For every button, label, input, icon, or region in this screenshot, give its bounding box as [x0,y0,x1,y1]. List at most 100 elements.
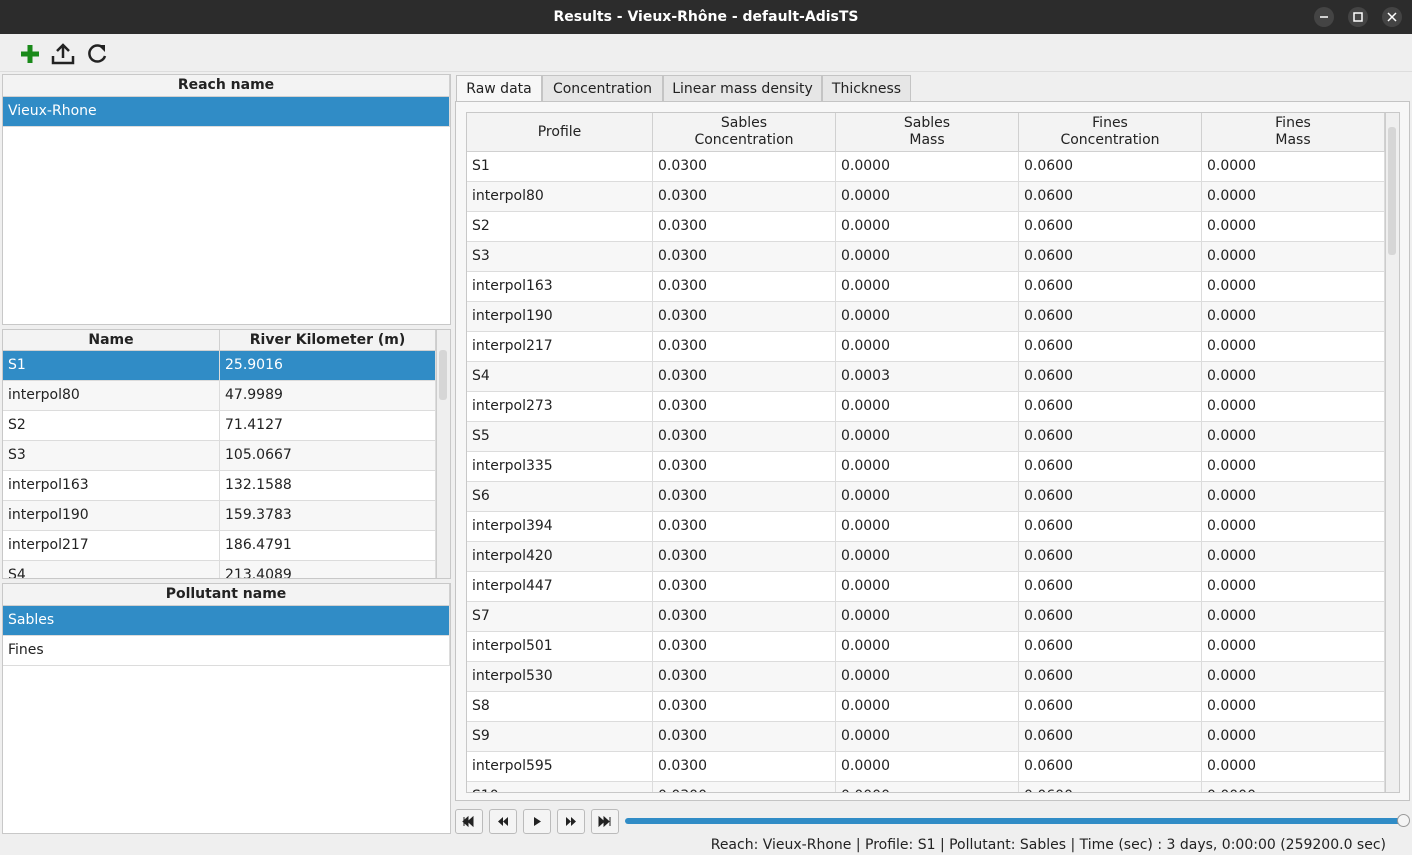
table-cell[interactable]: 0.0300 [653,182,836,212]
table-cell[interactable]: 0.0600 [1019,692,1202,722]
table-cell[interactable]: 186.4791 [220,531,436,561]
table-cell[interactable]: 0.0300 [653,662,836,692]
previous-button[interactable] [489,809,517,834]
table-cell[interactable]: interpol217 [3,531,220,561]
table-cell[interactable]: 0.0000 [836,212,1019,242]
table-cell[interactable]: 0.0300 [653,512,836,542]
table-cell[interactable]: 0.0000 [836,572,1019,602]
table-cell[interactable]: 0.0600 [1019,662,1202,692]
table-cell[interactable]: 0.0000 [1202,152,1385,182]
time-slider[interactable] [625,818,1404,824]
table-cell[interactable]: 0.0300 [653,362,836,392]
table-cell[interactable]: 0.0000 [836,182,1019,212]
table-row[interactable]: Sables [3,606,450,636]
table-cell[interactable]: 0.0600 [1019,272,1202,302]
table-cell[interactable]: S4 [467,362,653,392]
table-cell[interactable]: 0.0600 [1019,152,1202,182]
table-cell[interactable]: 0.0003 [836,362,1019,392]
table-cell[interactable]: 0.0600 [1019,482,1202,512]
table-cell[interactable]: 0.0300 [653,452,836,482]
table-cell[interactable]: interpol447 [467,572,653,602]
table-cell[interactable]: 0.0000 [1202,452,1385,482]
table-row[interactable]: Fines [3,636,450,666]
table-cell[interactable]: S5 [467,422,653,452]
add-button[interactable] [17,42,43,66]
table-cell[interactable]: 0.0300 [653,782,836,792]
table-cell[interactable]: 0.0000 [836,692,1019,722]
table-cell[interactable]: 25.9016 [220,351,436,381]
table-cell[interactable]: 0.0000 [836,152,1019,182]
table-cell[interactable]: 0.0600 [1019,512,1202,542]
table-cell[interactable]: interpol217 [467,332,653,362]
table-cell[interactable]: 0.0300 [653,542,836,572]
table-cell[interactable]: S3 [3,441,220,471]
table-cell[interactable]: 159.3783 [220,501,436,531]
table-cell[interactable]: 0.0000 [836,332,1019,362]
table-cell[interactable]: 0.0600 [1019,572,1202,602]
table-cell[interactable]: interpol394 [467,512,653,542]
table-cell[interactable]: 0.0300 [653,242,836,272]
table-cell[interactable]: 0.0300 [653,302,836,332]
table-cell[interactable]: 0.0000 [836,302,1019,332]
play-button[interactable] [523,809,551,834]
export-button[interactable] [50,42,76,66]
table-cell[interactable]: 0.0000 [1202,362,1385,392]
table-cell[interactable]: 0.0000 [1202,572,1385,602]
table-cell[interactable]: 0.0000 [1202,482,1385,512]
table-cell[interactable]: 0.0000 [1202,632,1385,662]
last-button[interactable] [591,809,619,834]
table-row[interactable]: Vieux-Rhone [3,97,450,127]
table-cell[interactable]: 0.0600 [1019,752,1202,782]
table-cell[interactable]: 0.0000 [836,392,1019,422]
table-cell[interactable]: 0.0300 [653,332,836,362]
table-cell[interactable]: 0.0300 [653,422,836,452]
table-cell[interactable]: 0.0600 [1019,182,1202,212]
table-cell[interactable]: 0.0000 [836,662,1019,692]
tab[interactable]: Linear mass density [663,75,822,102]
table-cell[interactable]: 0.0000 [836,512,1019,542]
table-cell[interactable]: 0.0300 [653,572,836,602]
table-cell[interactable]: 0.0300 [653,602,836,632]
table-cell[interactable]: interpol163 [467,272,653,302]
table-cell[interactable]: interpol335 [467,452,653,482]
table-cell[interactable]: S10 [467,782,653,792]
tab[interactable]: Raw data [456,75,542,102]
table-cell[interactable]: interpol190 [467,302,653,332]
table-cell[interactable]: 0.0000 [1202,242,1385,272]
table-cell[interactable]: 0.0000 [1202,332,1385,362]
table-cell[interactable]: 0.0600 [1019,722,1202,752]
table-cell[interactable]: 0.0300 [653,392,836,422]
table-cell[interactable]: 71.4127 [220,411,436,441]
table-cell[interactable]: 0.0000 [1202,782,1385,792]
table-cell[interactable]: 0.0600 [1019,362,1202,392]
table-cell[interactable]: 0.0000 [1202,392,1385,422]
table-cell[interactable]: 0.0300 [653,152,836,182]
table-cell[interactable]: 0.0000 [1202,722,1385,752]
table-cell[interactable]: 0.0000 [836,632,1019,662]
table-cell[interactable]: S1 [3,351,220,381]
table-cell[interactable]: 0.0000 [836,482,1019,512]
tab[interactable]: Thickness [822,75,911,102]
table-cell[interactable]: 0.0000 [1202,752,1385,782]
table-cell[interactable]: 0.0600 [1019,332,1202,362]
table-cell[interactable]: 0.0600 [1019,422,1202,452]
table-cell[interactable]: 0.0000 [836,272,1019,302]
table-cell[interactable]: 0.0300 [653,752,836,782]
table-cell[interactable]: 132.1588 [220,471,436,501]
table-cell[interactable]: 0.0600 [1019,602,1202,632]
table-cell[interactable]: 0.0600 [1019,452,1202,482]
next-button[interactable] [557,809,585,834]
table-cell[interactable]: S2 [3,411,220,441]
table-cell[interactable]: interpol190 [3,501,220,531]
table-cell[interactable]: 0.0000 [1202,512,1385,542]
table-cell[interactable]: 105.0667 [220,441,436,471]
reload-button[interactable] [84,42,110,66]
table-cell[interactable]: 0.0000 [1202,272,1385,302]
table-cell[interactable]: S7 [467,602,653,632]
slider-handle[interactable] [1397,814,1410,827]
table-cell[interactable]: 0.0000 [836,242,1019,272]
table-cell[interactable]: 0.0600 [1019,392,1202,422]
table-cell[interactable]: 0.0300 [653,212,836,242]
table-cell[interactable]: interpol530 [467,662,653,692]
table-cell[interactable]: 0.0000 [1202,302,1385,332]
